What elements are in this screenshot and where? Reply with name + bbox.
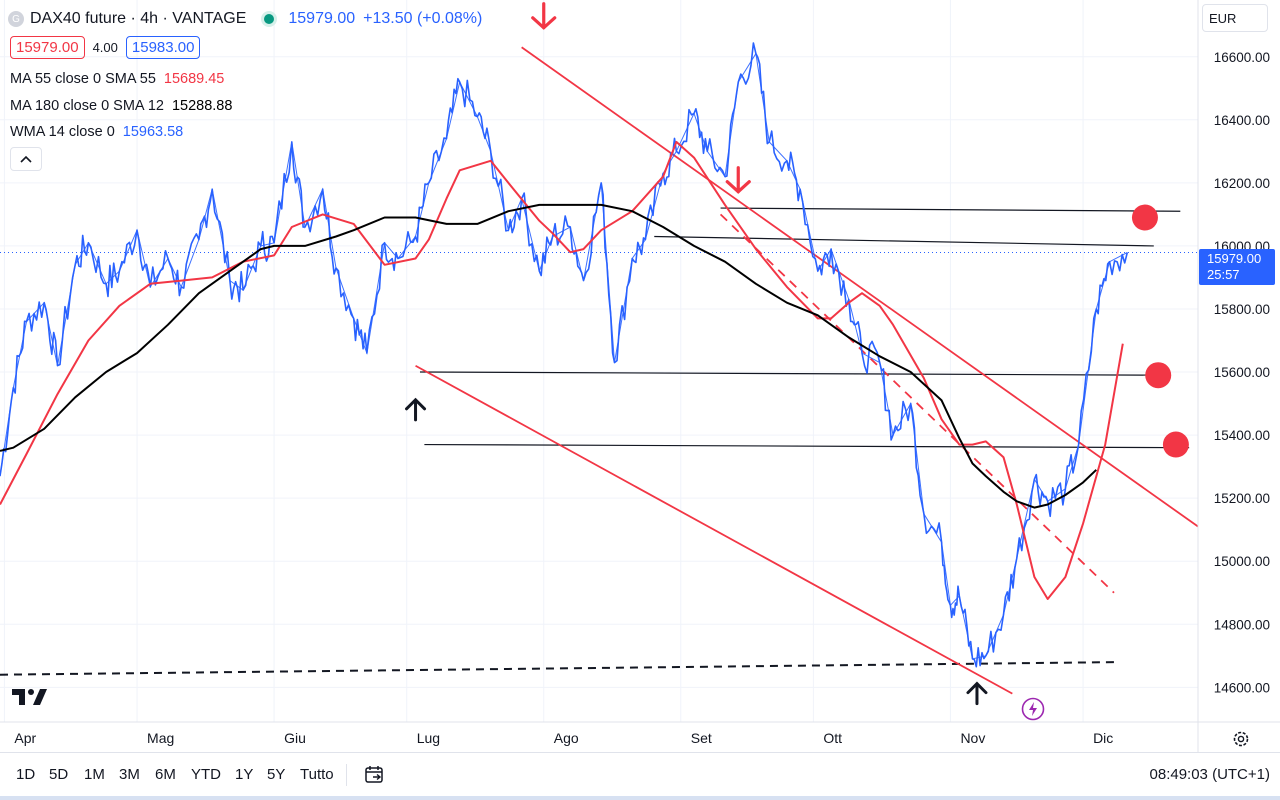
y-tick-label: 15000.00	[1214, 554, 1270, 569]
y-tick-label: 16200.00	[1214, 176, 1270, 191]
calendar-range-icon[interactable]	[364, 764, 386, 791]
y-tick-label: 15400.00	[1214, 428, 1270, 443]
indicator-name: MA 55 close 0 SMA 55	[10, 71, 156, 87]
buy-button[interactable]: 15983.00	[125, 36, 201, 59]
last-price: 15979.00	[288, 10, 356, 27]
indicator-name: WMA 14 close 0	[10, 124, 115, 140]
symbol-logo: G	[8, 11, 24, 27]
range-1m[interactable]: 1M	[84, 766, 105, 783]
down-arrow-marker	[725, 166, 751, 194]
target-dot	[1131, 204, 1158, 231]
bar-countdown: 25:57	[1207, 267, 1240, 282]
x-tick-label: Ott	[823, 730, 842, 746]
sell-button[interactable]: 15979.00	[10, 36, 85, 59]
indicator-value: 15288.88	[171, 98, 233, 114]
y-tick-label: 16400.00	[1214, 113, 1270, 128]
horizontal-level-line	[720, 207, 1181, 212]
range-ytd[interactable]: YTD	[191, 766, 221, 783]
chart-header: G DAX40 future · 4h · VANTAGE 15979.00 +…	[8, 6, 482, 32]
range-5y[interactable]: 5Y	[267, 766, 286, 783]
x-tick-label: Apr	[14, 730, 36, 746]
range-6m[interactable]: 6M	[155, 766, 176, 783]
range-3m[interactable]: 3M	[119, 766, 140, 783]
horizontal-level-line	[654, 235, 1154, 247]
y-tick-label: 14800.00	[1214, 617, 1270, 632]
target-dot	[1162, 431, 1189, 458]
indicator-legend-ma180[interactable]: MA 180 close 0 SMA 12 15288.88	[10, 98, 232, 114]
bottom-strip	[0, 796, 1280, 800]
range-1d[interactable]: 1D	[16, 766, 36, 783]
trade-panel: 15979.00 4.00 15983.00	[10, 36, 201, 59]
y-tick-label: 15600.00	[1214, 365, 1270, 380]
wma14-line	[0, 52, 1128, 660]
range-5d[interactable]: 5D	[49, 766, 69, 783]
x-tick-label: Nov	[960, 730, 985, 746]
range-all[interactable]: Tutto	[300, 766, 334, 783]
x-tick-label: Dic	[1093, 730, 1113, 746]
dashed-trendline	[719, 213, 1115, 594]
x-tick-label: Set	[691, 730, 712, 746]
channel-trendline	[415, 364, 1013, 695]
grid	[0, 0, 1198, 722]
y-tick-label: 15200.00	[1214, 491, 1270, 506]
y-tick-label: 15800.00	[1214, 302, 1270, 317]
chevron-up-icon	[20, 155, 32, 163]
range-1y[interactable]: 1Y	[235, 766, 254, 783]
channel-trendline	[521, 46, 1199, 528]
tradingview-logo[interactable]	[12, 686, 48, 713]
markers	[405, 2, 1189, 706]
x-tick-label: Ago	[554, 730, 579, 746]
x-tick-label: Giu	[284, 730, 306, 746]
y-tick-label: 16600.00	[1214, 50, 1270, 65]
gear-icon[interactable]	[1231, 729, 1251, 754]
y-tick-label: 14600.00	[1214, 680, 1270, 695]
up-arrow-marker	[966, 681, 988, 706]
bottom-toolbar	[0, 752, 1280, 797]
symbol-title[interactable]: DAX40 future · 4h · VANTAGE	[30, 10, 247, 27]
lightning-icon[interactable]	[1021, 697, 1045, 726]
indicator-name: MA 180 close 0 SMA 12	[10, 98, 164, 114]
ma55-line	[0, 140, 1124, 600]
horizontal-level-line	[424, 443, 1190, 449]
clock[interactable]: 08:49:03 (UTC+1)	[1149, 766, 1270, 783]
price-change: +13.50 (+0.08%)	[363, 10, 483, 27]
axes: Apr Mag Giu Lug Ago Set Ott Nov Dic 16600.00 16400…	[0, 0, 1280, 752]
indicator-legend-ma55[interactable]: MA 55 close 0 SMA 55 15689.45	[10, 71, 224, 87]
indicator-legend-wma14[interactable]: WMA 14 close 0 15963.58	[10, 124, 183, 140]
series	[0, 42, 1129, 668]
x-tick-label: Lug	[417, 730, 440, 746]
indicator-value: 15963.58	[122, 124, 184, 140]
toolbar-divider	[346, 764, 347, 786]
currency-select[interactable]: EUR	[1202, 4, 1268, 32]
dashed-support-line	[0, 661, 1119, 676]
drawings	[0, 46, 1199, 695]
last-price-tag-value: 15979.00	[1207, 251, 1262, 266]
spread: 4.00	[92, 40, 118, 55]
horizontal-level-line	[419, 371, 1168, 376]
up-arrow-marker	[405, 397, 427, 422]
ma180-line	[0, 203, 1097, 509]
collapse-legend-button[interactable]	[10, 147, 42, 171]
indicator-value: 15689.45	[163, 71, 225, 87]
last-price-tag: 15979.00 25:57	[1199, 249, 1275, 285]
market-open-indicator	[264, 14, 275, 24]
down-arrow-marker	[531, 2, 557, 30]
target-dot	[1145, 362, 1172, 389]
x-tick-label: Mag	[147, 730, 174, 746]
